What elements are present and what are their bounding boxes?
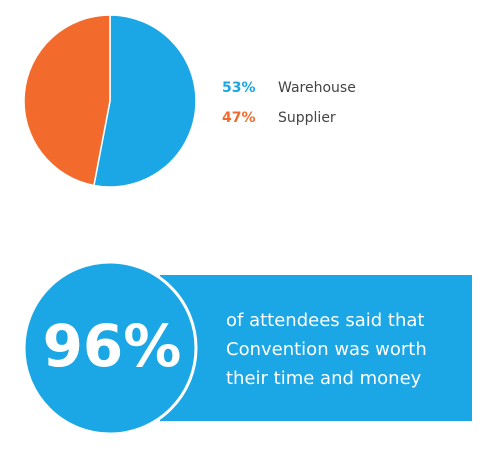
callout-text: their time and money xyxy=(226,368,422,389)
callout-text: Convention was worth xyxy=(226,339,427,360)
legend-value: 53% xyxy=(222,80,256,96)
callout-text: of attendees said that xyxy=(226,310,424,331)
pie xyxy=(23,14,197,188)
legend-label: Warehouse xyxy=(278,80,356,96)
legend: 53% Warehouse 47% Supplier xyxy=(222,80,356,126)
callout-stat: 96% xyxy=(43,312,182,380)
legend-label: Supplier xyxy=(278,110,336,126)
callout-circle xyxy=(22,260,198,436)
callout-box xyxy=(160,275,472,421)
pie-slice xyxy=(93,14,197,188)
legend-value: 47% xyxy=(222,110,256,126)
pie-slice xyxy=(23,14,111,187)
